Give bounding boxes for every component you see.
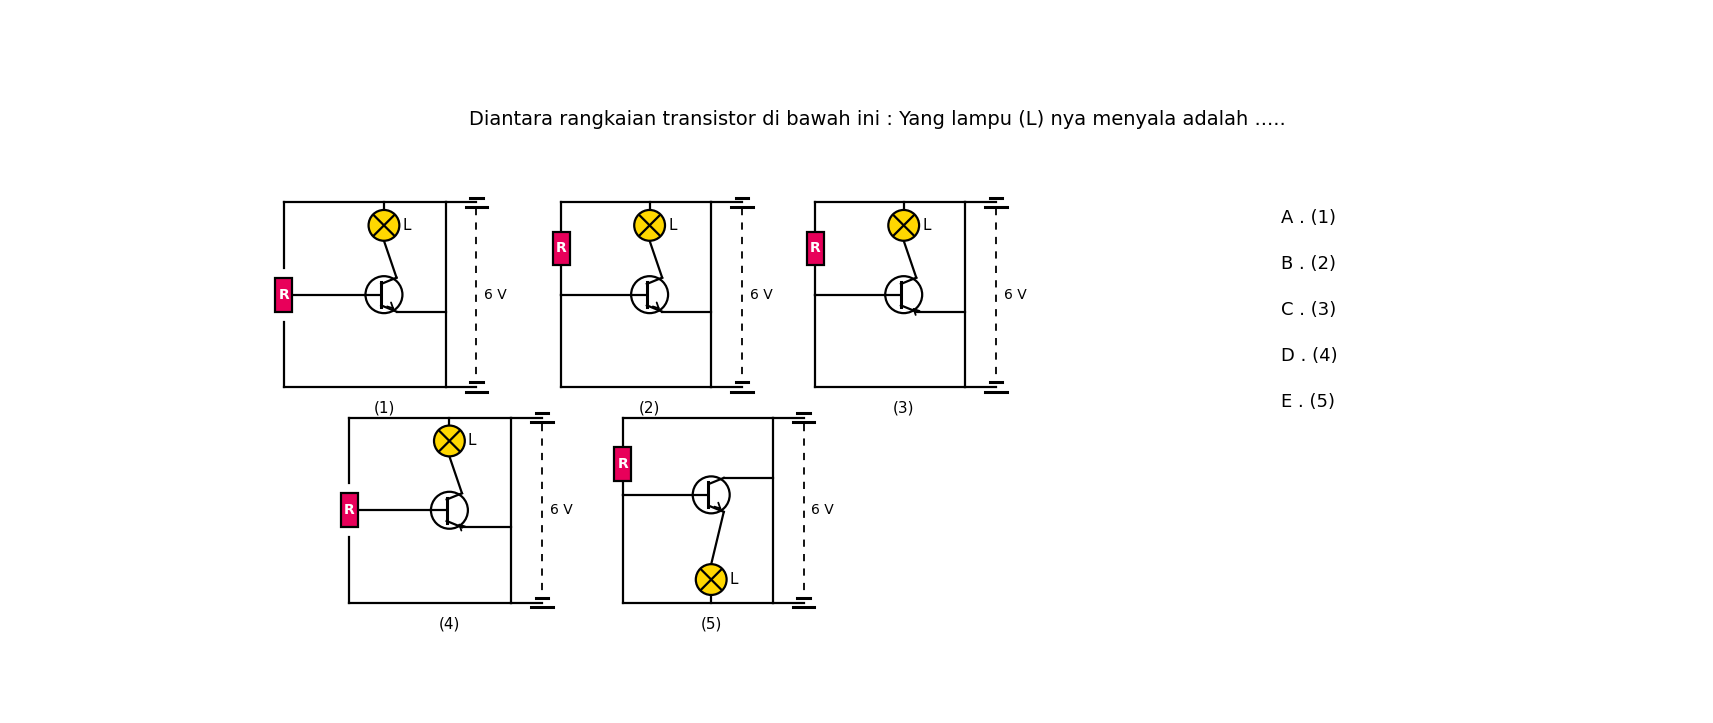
Text: Diantara rangkaian transistor di bawah ini : Yang lampu (L) nya menyala adalah .: Diantara rangkaian transistor di bawah i… bbox=[469, 110, 1286, 129]
FancyBboxPatch shape bbox=[553, 231, 569, 265]
Text: (5): (5) bbox=[701, 617, 721, 631]
Circle shape bbox=[634, 210, 665, 241]
Text: L: L bbox=[668, 218, 677, 233]
Text: R: R bbox=[810, 241, 821, 255]
Circle shape bbox=[695, 564, 726, 595]
FancyBboxPatch shape bbox=[615, 447, 630, 481]
Text: 6 V: 6 V bbox=[750, 288, 773, 301]
Text: C . (3): C . (3) bbox=[1281, 301, 1336, 319]
Circle shape bbox=[889, 210, 920, 241]
Text: R: R bbox=[617, 457, 629, 471]
Circle shape bbox=[368, 210, 399, 241]
Text: 6 V: 6 V bbox=[485, 288, 507, 301]
Text: (2): (2) bbox=[639, 401, 660, 416]
FancyBboxPatch shape bbox=[807, 231, 824, 265]
Circle shape bbox=[433, 426, 464, 456]
Text: B . (2): B . (2) bbox=[1281, 255, 1336, 273]
Text: L: L bbox=[403, 218, 411, 233]
Text: L: L bbox=[922, 218, 930, 233]
Text: E . (5): E . (5) bbox=[1281, 393, 1334, 411]
Text: R: R bbox=[555, 241, 567, 255]
Text: R: R bbox=[279, 288, 289, 301]
Text: 6 V: 6 V bbox=[1004, 288, 1026, 301]
FancyBboxPatch shape bbox=[276, 278, 293, 312]
FancyBboxPatch shape bbox=[341, 493, 358, 527]
Text: (1): (1) bbox=[373, 401, 394, 416]
Text: A . (1): A . (1) bbox=[1281, 209, 1336, 226]
Text: 6 V: 6 V bbox=[550, 503, 572, 517]
Text: 6 V: 6 V bbox=[812, 503, 834, 517]
Text: D . (4): D . (4) bbox=[1281, 347, 1338, 365]
Text: L: L bbox=[730, 572, 738, 587]
Text: (3): (3) bbox=[892, 401, 915, 416]
Text: R: R bbox=[344, 503, 355, 517]
Text: (4): (4) bbox=[439, 617, 461, 631]
Text: L: L bbox=[468, 434, 476, 448]
